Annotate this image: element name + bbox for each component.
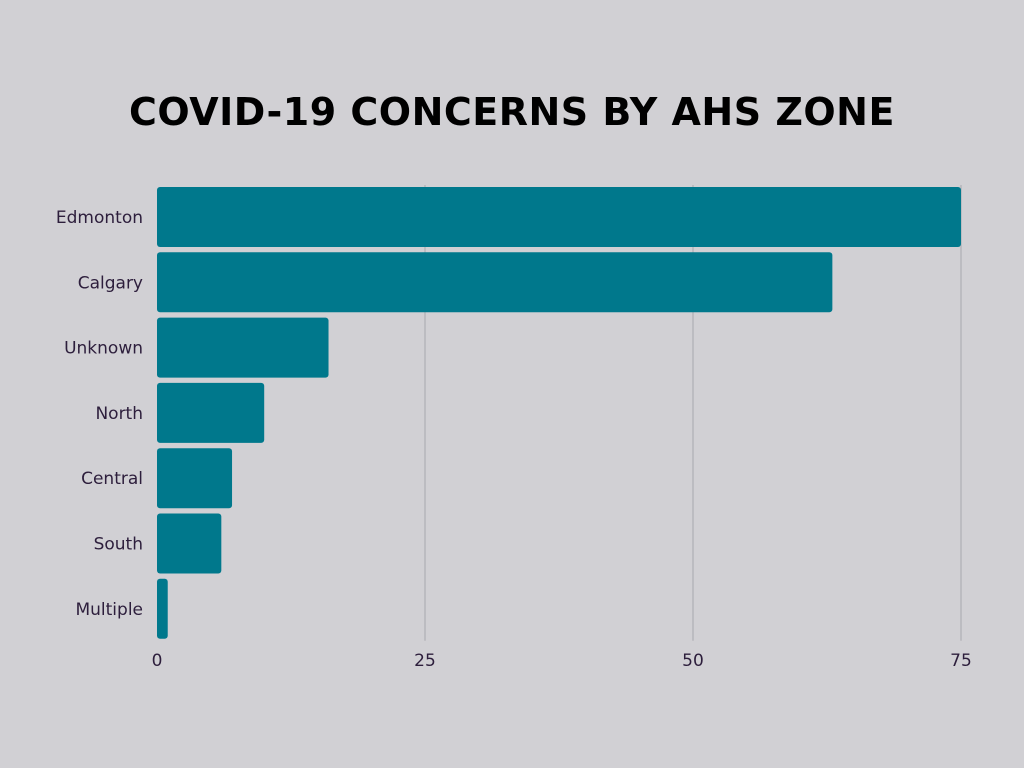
category-labels: Edmonton Calgary Unknown North Central South M… [56,208,143,620]
x-tick-label: 25 [414,651,436,671]
bar-calgary [157,252,833,313]
bar-edmonton [157,187,961,247]
bar-multiple [157,578,168,639]
category-label-unknown: Unknown [64,339,143,359]
category-label-south: South [94,535,143,555]
category-label-calgary: Calgary [78,273,143,293]
chart-title: COVID-19 CONCERNS BY AHS ZONE [129,90,895,134]
category-label-edmonton: Edmonton [56,208,143,228]
x-tick-label: 0 [152,651,163,671]
category-label-multiple: Multiple [75,600,143,620]
x-tick-label: 50 [682,651,704,671]
bar-central [157,448,233,509]
category-label-north: North [95,404,143,424]
x-axis-ticks: 0 25 50 75 [152,651,972,671]
bar-unknown [157,317,329,378]
category-label-central: Central [81,469,143,489]
bar-north [157,382,265,443]
bar-south [157,513,222,574]
x-tick-label: 75 [950,651,972,671]
bars [157,187,961,639]
